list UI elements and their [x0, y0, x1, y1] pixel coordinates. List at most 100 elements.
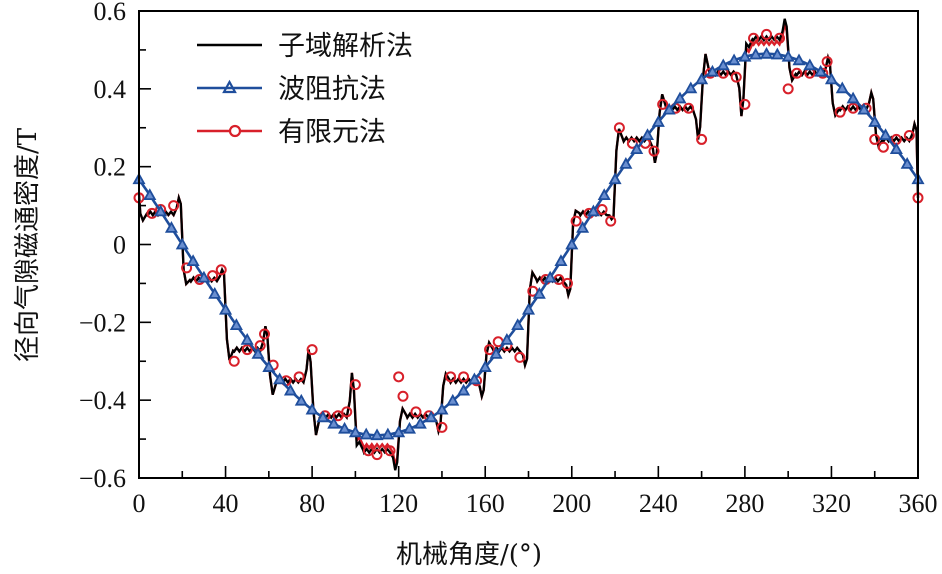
fem-marker-icon [397, 390, 409, 402]
triangle-marker-icon [586, 204, 600, 217]
axis-ticks [138, 10, 919, 479]
triangle-marker-icon [197, 270, 211, 283]
fem-marker-icon [410, 406, 422, 418]
fem-marker-icon [492, 336, 504, 348]
x-tick-label: 200 [552, 489, 591, 518]
fem-marker-icon [393, 371, 405, 383]
triangle-marker-icon [597, 188, 611, 201]
triangle-marker-icon [619, 157, 633, 169]
triangle-marker-icon [576, 221, 590, 233]
fem-marker-icon [306, 344, 318, 356]
triangle-marker-icon [435, 402, 449, 415]
triangle-marker-icon [240, 332, 254, 345]
legend-label: 有限元法 [278, 117, 386, 148]
triangle-marker-icon [489, 347, 503, 359]
triangle-marker-icon [327, 416, 341, 429]
fem-marker-icon [782, 83, 794, 95]
fem-marker-icon [683, 102, 695, 114]
x-tick-label: 0 [133, 489, 146, 518]
fem-marker-icon [362, 445, 374, 457]
fem-marker-icon [241, 344, 253, 356]
triangle-marker-icon [673, 91, 687, 104]
fem-marker-icon [259, 328, 271, 340]
fem-marker-icon [484, 344, 496, 356]
triangle-marker-icon [521, 302, 536, 315]
fem-curve [137, 23, 920, 466]
plot-area [132, 18, 925, 471]
fem-marker-icon [293, 371, 305, 383]
triangle-marker-icon [392, 425, 406, 438]
circle-marker-icon [228, 124, 242, 138]
triangle-marker-icon [640, 128, 655, 141]
triangle-marker-icon [262, 360, 276, 372]
triangle-marker-icon [424, 410, 438, 423]
triangle-marker-icon [803, 58, 817, 71]
fem-marker-icon [774, 32, 786, 44]
triangle-marker-icon [175, 237, 189, 250]
triangle-marker-icon [554, 254, 568, 267]
triangle-marker-icon [835, 81, 849, 94]
fem-marker-icon [761, 28, 773, 40]
x-axis-title: 机械角度/(°) [396, 540, 542, 570]
fem-marker-icon [877, 141, 889, 153]
triangle-marker-icon [208, 287, 222, 299]
triangle-marker-icon [749, 47, 763, 60]
triangle-marker-icon [478, 360, 492, 372]
legend-label: 子域解析法 [278, 31, 413, 62]
triangle-marker-icon [705, 64, 719, 77]
x-tick-label: 240 [639, 489, 678, 518]
triangle-marker-icon [500, 332, 514, 345]
fem-marker-icon [332, 410, 344, 422]
fem-marker-icon [570, 215, 582, 227]
triangle-marker-icon [348, 425, 362, 438]
fem-marker-icon [458, 371, 470, 383]
triangle-marker-icon [662, 102, 676, 115]
triangle-marker-icon [543, 270, 557, 283]
triangle-marker-icon [381, 427, 395, 440]
fem-marker-icon [561, 277, 573, 289]
fem-marker-icon [514, 351, 526, 363]
triangle-marker-icon [900, 157, 914, 169]
triangle-marker-icon [565, 237, 579, 250]
fem-marker-icon [596, 203, 608, 215]
triangle-marker-icon [186, 254, 200, 267]
triangle-marker-icon [457, 383, 471, 396]
triangle-marker-icon [727, 53, 741, 66]
triangle-marker-icon [413, 416, 427, 429]
y-axis-title: 径向气隙磁通密度/T [13, 127, 43, 362]
triangle-marker-icon [229, 318, 243, 330]
triangle-marker-icon [651, 115, 665, 127]
fem-marker-icon [254, 340, 266, 352]
triangle-marker-icon [294, 393, 308, 406]
fem-marker-icon [748, 32, 760, 44]
fem-marker-icon [228, 355, 240, 367]
legend: 子域解析法 波阻抗法 有限元法 [197, 31, 413, 148]
triangle-marker-icon [402, 421, 417, 434]
triangle-marker-icon [305, 402, 319, 415]
fem-marker-icon [847, 102, 859, 114]
triangle-marker-icon [630, 142, 644, 155]
fem-marker-icon [730, 71, 742, 83]
triangle-marker-icon [370, 428, 384, 441]
triangle-marker-icon [857, 102, 871, 115]
legend-item-impedance: 波阻抗法 [197, 74, 386, 105]
fem-marker-icon [168, 200, 180, 212]
fem-marker-icon [181, 262, 193, 274]
fem-marker-icon [869, 133, 881, 145]
fem-marker-icon [445, 371, 457, 383]
triangle-marker-icon [359, 427, 373, 440]
triangle-marker-icon [770, 47, 784, 60]
triangle-marker-icon [532, 287, 546, 299]
triangle-marker-icon [792, 53, 806, 66]
triangle-marker-icon [446, 393, 460, 406]
triangle-marker-icon [273, 372, 287, 385]
fem-marker-icon [696, 133, 708, 145]
triangle-marker-icon [467, 372, 481, 385]
triangle-marker-icon [879, 128, 893, 141]
triangle-marker-icon [283, 383, 298, 396]
x-tick-labels: 0 40 80 120 160 200 240 280 320 360 [133, 489, 938, 518]
legend-label: 波阻抗法 [278, 74, 386, 105]
y-tick-labels: 0.6 0.4 0.2 0 −0.2 −0.4 −0.6 [79, 0, 126, 493]
fem-marker-icon [791, 67, 803, 79]
